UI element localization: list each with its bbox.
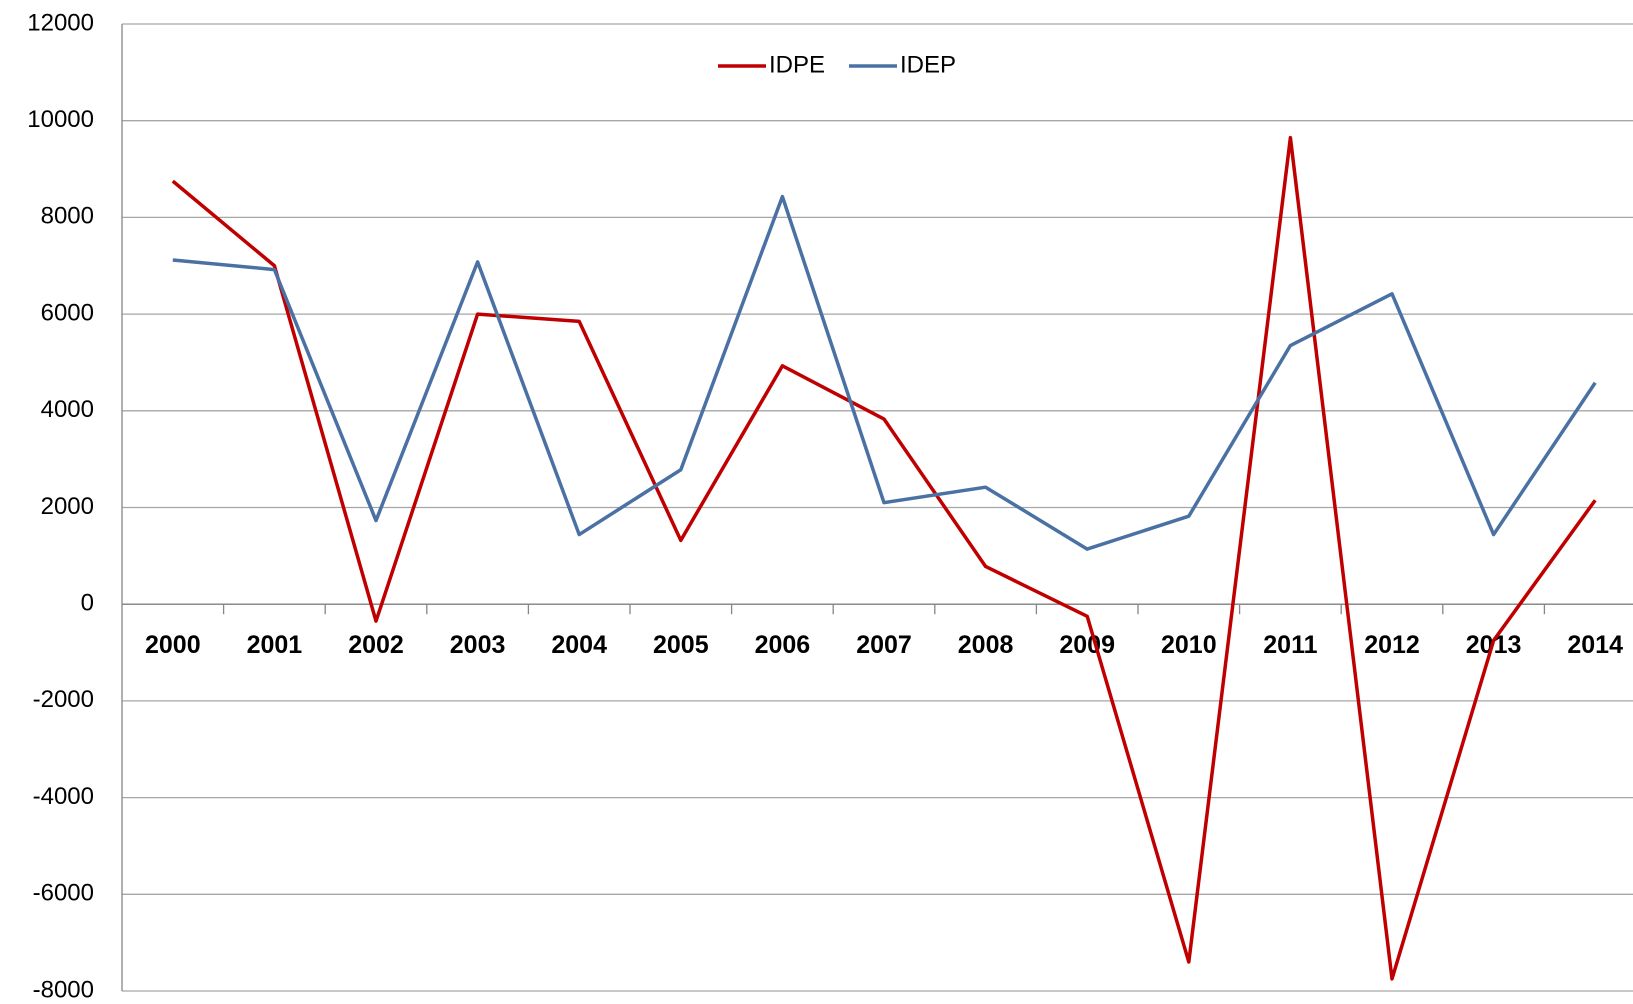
x-tick-label: 2000: [145, 631, 201, 659]
line-series: [172, 194, 1597, 551]
y-tick-label: -6000: [33, 880, 94, 907]
legend-label: IDPE: [769, 51, 825, 78]
y-tick-label: -2000: [33, 686, 94, 713]
y-tick-label: -4000: [33, 783, 94, 810]
y-tick-label: 8000: [41, 203, 94, 230]
x-tick-label: 2007: [856, 631, 912, 659]
x-tick-label: 2008: [958, 631, 1014, 659]
x-tick-label: 2003: [450, 631, 506, 659]
x-tick-label: 2014: [1567, 631, 1623, 659]
y-tick-label: 0: [81, 590, 94, 617]
legend-label: IDEP: [900, 51, 956, 78]
y-tick-label: 6000: [41, 299, 94, 326]
x-tick-label: 2004: [551, 631, 607, 659]
x-tick-label: 2009: [1059, 631, 1115, 659]
y-tick-label: 2000: [41, 493, 94, 520]
y-tick-label: 4000: [41, 396, 94, 423]
x-tick-label: 2006: [755, 631, 811, 659]
x-tick-label: 2002: [348, 631, 404, 659]
x-tick-label: 2010: [1161, 631, 1217, 659]
x-tick-label: 2011: [1263, 631, 1317, 659]
y-tick-label: 12000: [27, 9, 94, 36]
line-series: [171, 135, 1597, 981]
x-tick-label: 2005: [653, 631, 709, 659]
x-tick-label: 2012: [1364, 631, 1420, 659]
x-tick-label: 2001: [247, 631, 303, 659]
y-tick-label: 10000: [27, 106, 94, 133]
y-tick-label: -8000: [33, 976, 94, 1003]
